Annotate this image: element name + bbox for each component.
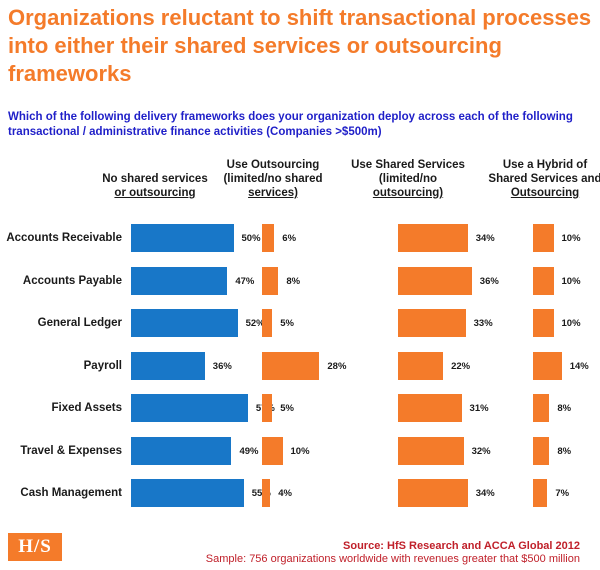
- bar: [262, 309, 273, 337]
- series-header-line: services): [248, 187, 298, 199]
- bar: [131, 224, 234, 252]
- bar: [131, 436, 232, 465]
- bar: [533, 224, 554, 252]
- series-header-line: (limited/no shared: [223, 173, 323, 185]
- series-header-3: Use a Hybrid of Shared Services and Outsou…: [480, 158, 600, 200]
- data-label: 50%: [241, 233, 261, 244]
- bar: [533, 266, 554, 295]
- bar: [262, 224, 275, 252]
- bar: [262, 479, 271, 507]
- bar: [131, 309, 238, 337]
- data-label: 5%: [280, 318, 294, 329]
- category-label: Cash Management: [20, 487, 122, 499]
- series-header-line: Use Outsourcing: [226, 159, 320, 171]
- data-label: 36%: [479, 275, 499, 287]
- category-label: Accounts Receivable: [6, 232, 122, 244]
- series-header-line: Use Shared Services: [351, 159, 465, 171]
- bar: [533, 351, 562, 380]
- data-label: 10%: [290, 445, 310, 457]
- bar: [398, 351, 444, 380]
- category-label: Payroll: [83, 359, 122, 372]
- bar: [533, 309, 554, 337]
- series-header-1: Use Outsourcing (limited/no shared service…: [208, 158, 338, 200]
- series-header-line: No shared services: [102, 173, 208, 185]
- bar: [262, 436, 283, 465]
- series-header-0: No shared services or outsourcing: [90, 172, 220, 200]
- category-label: General Ledger: [37, 317, 122, 329]
- data-label: 47%: [235, 275, 255, 287]
- bar: [131, 394, 248, 422]
- data-label: 14%: [569, 360, 589, 372]
- sample-note: Sample: 756 organizations worldwide with…: [205, 553, 580, 565]
- bar: [533, 479, 548, 507]
- bar: [398, 394, 462, 422]
- bar: [533, 436, 550, 465]
- data-label: 7%: [555, 488, 570, 499]
- category-label: Accounts Payable: [22, 274, 122, 287]
- data-label: 10%: [561, 318, 581, 329]
- series-header-line: Use a Hybrid of: [502, 159, 588, 171]
- data-label: 55%: [252, 488, 271, 500]
- bar: [131, 266, 228, 295]
- data-label: 6%: [282, 233, 297, 244]
- series-header-line: (limited/no: [378, 173, 438, 185]
- bar: [131, 351, 205, 380]
- bar: [398, 224, 468, 252]
- data-label: 8%: [557, 403, 572, 414]
- bar: [398, 479, 468, 507]
- bar: [398, 436, 464, 465]
- data-label: 34%: [475, 488, 495, 499]
- data-label: 32%: [471, 445, 491, 457]
- hfs-logo: H/S: [8, 533, 62, 561]
- data-label: 36%: [212, 360, 232, 372]
- data-label: 10%: [561, 233, 581, 244]
- bar: [398, 266, 472, 295]
- series-header-line: or outsourcing: [114, 187, 196, 199]
- chart-subtitle: Which of the following delivery framewor…: [8, 111, 573, 138]
- series-header-line: outsourcing): [372, 187, 444, 199]
- data-label: 22%: [451, 360, 471, 372]
- data-label: 8%: [286, 275, 301, 287]
- data-label: 8%: [557, 445, 572, 457]
- bar: [262, 351, 320, 380]
- bar: [131, 479, 244, 507]
- data-label: 31%: [469, 403, 489, 414]
- data-label: 52%: [245, 318, 265, 329]
- source-note: Source: HfS Research and ACCA Global 201…: [343, 540, 580, 552]
- bar: [262, 394, 273, 422]
- series-header-2: Use Shared Services (limited/no outsourcin…: [343, 158, 473, 200]
- chart-title: Organizations reluctant to shift transac…: [8, 5, 592, 86]
- bar: [533, 394, 550, 422]
- data-label: 34%: [475, 233, 495, 244]
- data-label: 49%: [239, 445, 259, 457]
- data-label: 28%: [327, 360, 347, 372]
- data-label: 10%: [561, 275, 581, 287]
- series-header-line: Outsourcing: [510, 187, 580, 199]
- category-label: Travel & Expenses: [20, 444, 122, 457]
- bar: [262, 266, 279, 295]
- bar: [398, 309, 466, 337]
- series-header-line: Shared Services and: [488, 173, 600, 185]
- data-label: 5%: [280, 403, 294, 414]
- data-label: 33%: [473, 318, 493, 329]
- data-label: 4%: [278, 488, 292, 499]
- category-label: Fixed Assets: [51, 402, 122, 414]
